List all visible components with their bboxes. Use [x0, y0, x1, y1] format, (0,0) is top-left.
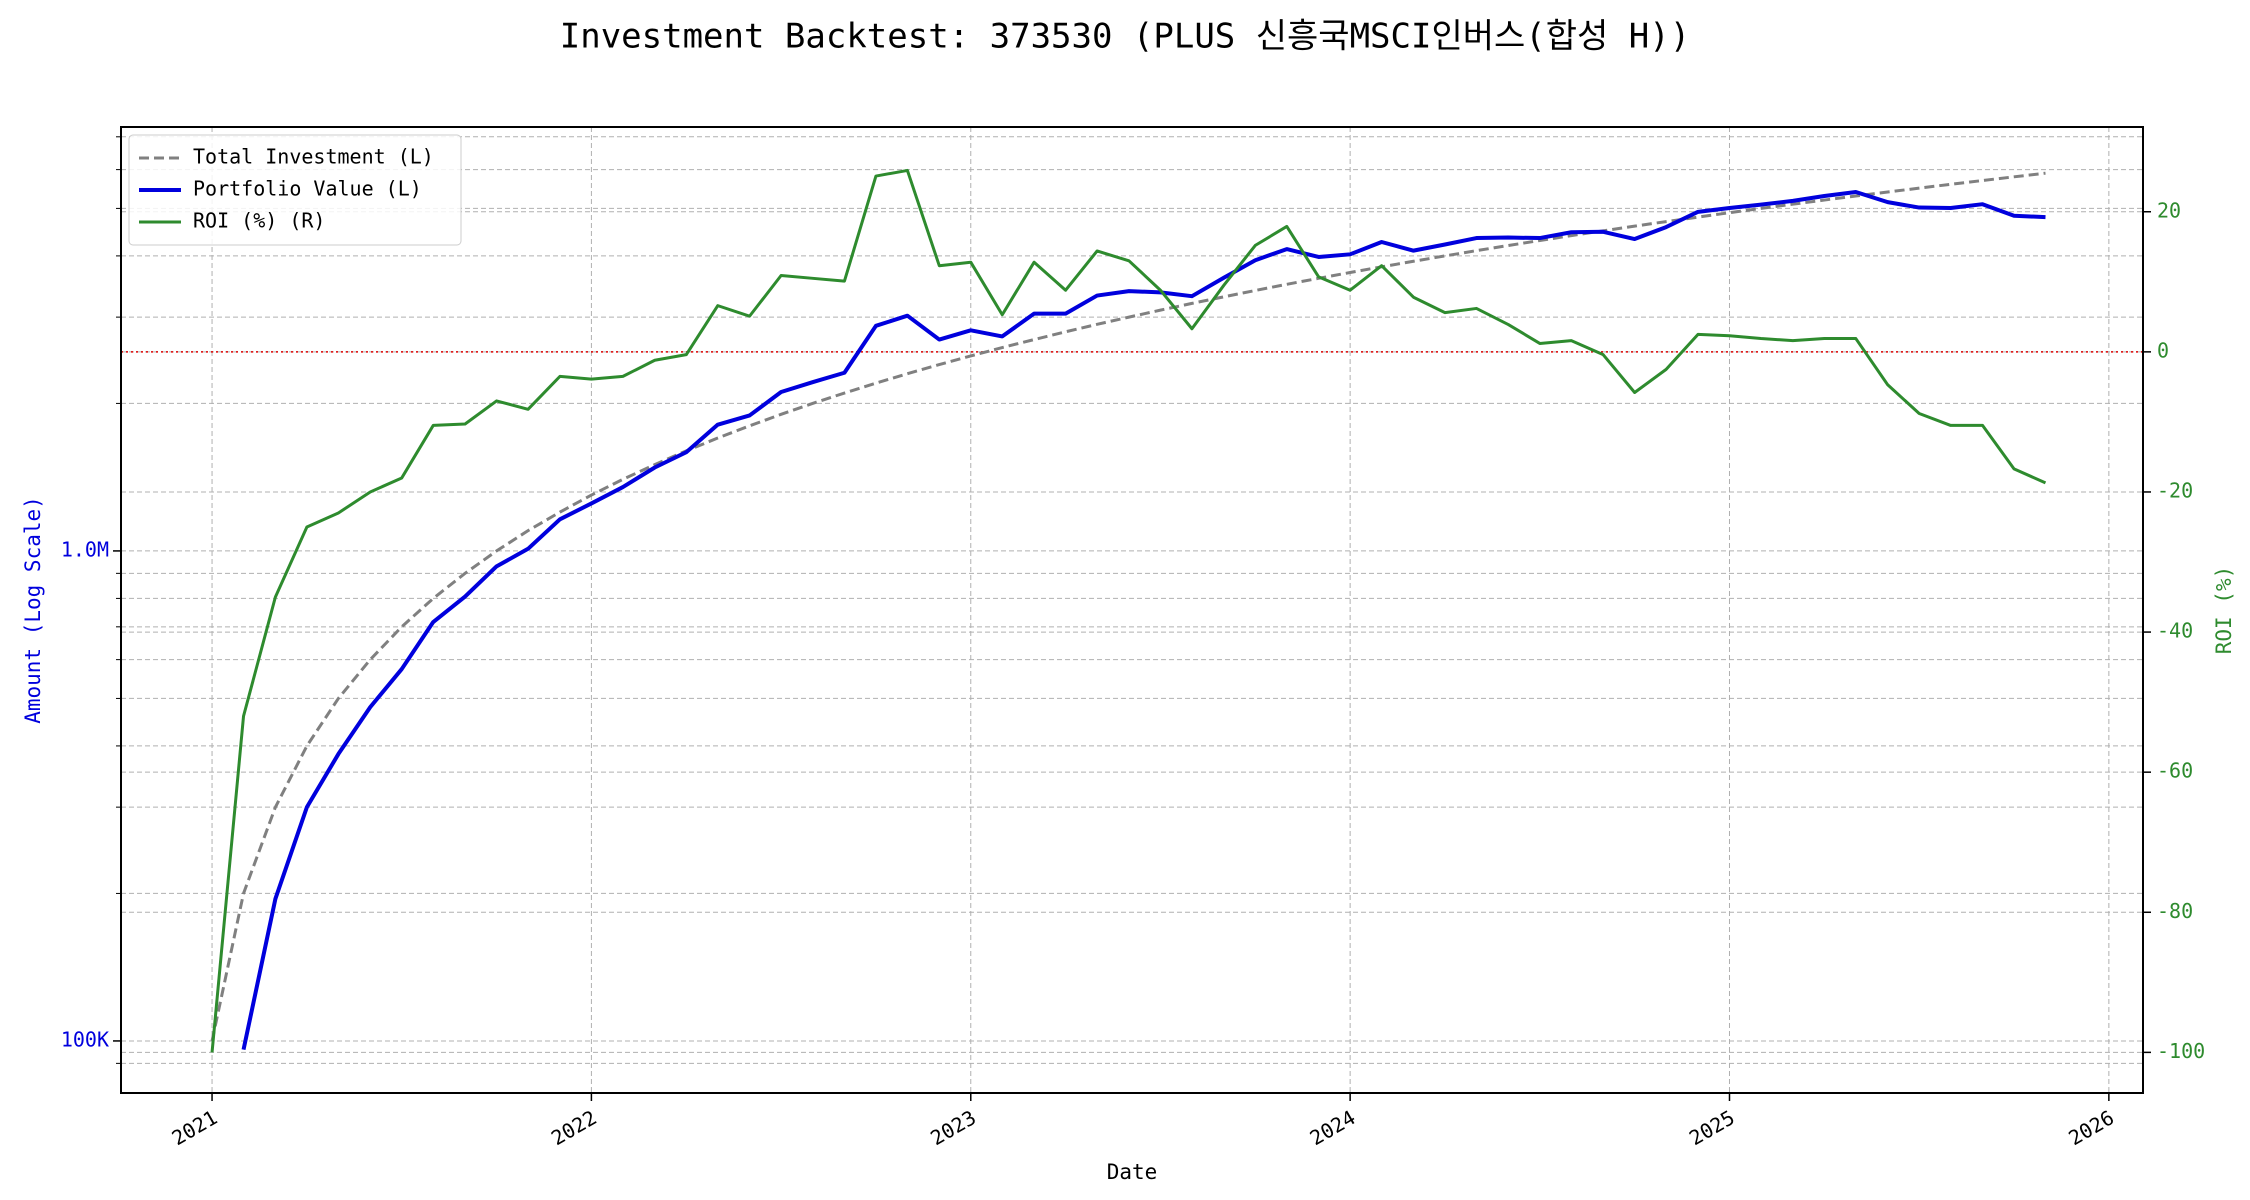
legend: Total Investment (L) Portfolio Value (L) R…	[128, 134, 462, 246]
y-tick-label: 1.0M	[61, 537, 109, 561]
y2-tick-label: -100	[2157, 1039, 2205, 1063]
y2-tick-label: -60	[2157, 759, 2193, 783]
legend-label: Total Investment (L)	[193, 145, 434, 169]
y-axis-label: Amount (Log Scale)	[21, 496, 45, 724]
legend-label: ROI (%) (R)	[193, 209, 325, 233]
series-line	[241, 190, 2046, 1051]
y2-tick-label: 20	[2157, 198, 2181, 222]
legend-label: Portfolio Value (L)	[193, 177, 422, 201]
x-axis-label: Date	[1107, 1160, 1158, 1184]
series-line	[210, 168, 2047, 1053]
y2-tick-label: -80	[2157, 899, 2193, 923]
plot-area	[121, 168, 2143, 1053]
y2-tick-label: 0	[2157, 338, 2169, 362]
y2-tick-label: -20	[2157, 478, 2193, 502]
y2-tick-label: -40	[2157, 619, 2193, 643]
axes: 2021 2022 2023 2024 2025 2026100K1.0M-100-80-…	[61, 136, 2205, 1150]
plot-frame	[120, 126, 2144, 1094]
y2-axis-label: ROI (%)	[2212, 566, 2236, 655]
y-tick-label: 100K	[61, 1027, 109, 1051]
chart-title: Investment Backtest: 373530 (PLUS 신흥국MSC…	[560, 17, 1690, 57]
series-line	[210, 171, 2046, 1042]
legend-box	[128, 134, 462, 246]
